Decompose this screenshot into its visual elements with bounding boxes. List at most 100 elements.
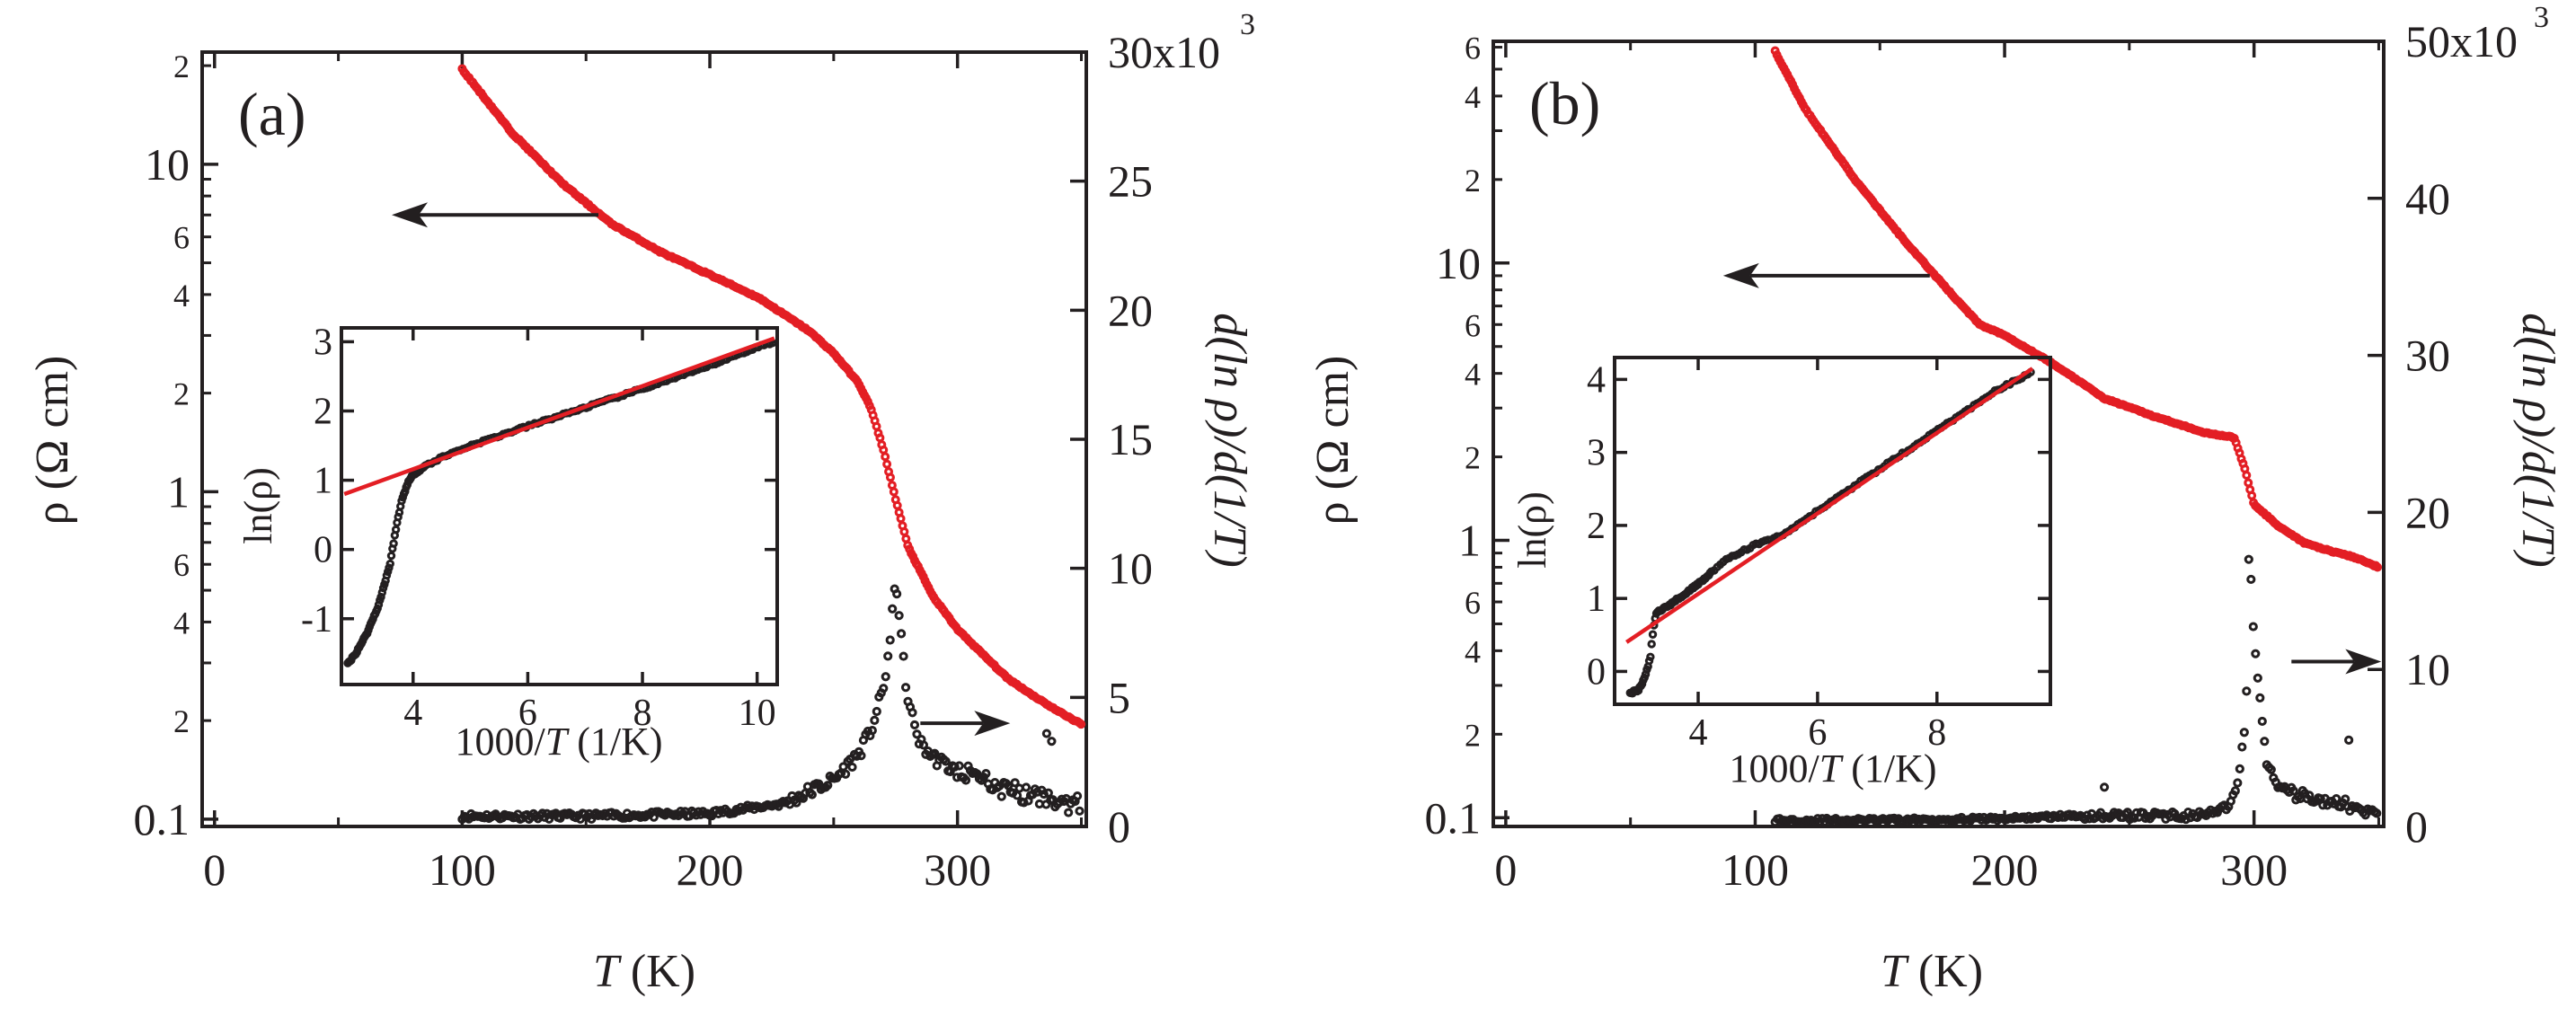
- panel-a-inset-fit: [343, 336, 775, 497]
- panel-b-resistivity-points: [1770, 46, 2383, 572]
- left-axis-arrow-head: [392, 202, 429, 228]
- derivative-point: [1043, 788, 1053, 798]
- right-y-tick-label: 30: [2405, 331, 2450, 381]
- left-y-minor-label: 2: [1465, 440, 1481, 476]
- resistivity-point: [2244, 478, 2253, 488]
- x-tick-label: 100: [429, 844, 496, 895]
- panel-a-inset-frame: [340, 326, 779, 686]
- panel-a-inset-y-axis-title: ln(ρ): [236, 467, 280, 544]
- derivative-point: [954, 761, 964, 771]
- derivative-point: [2230, 786, 2240, 796]
- derivative-point: [2237, 742, 2247, 752]
- inset-x-tick-label: 8: [633, 693, 652, 734]
- right-y-tick-label: 25: [1108, 156, 1153, 207]
- derivative-point: [881, 672, 890, 682]
- derivative-point: [840, 769, 851, 779]
- right-y-tick-label: 30x10: [1108, 27, 1220, 77]
- right-y-tick-label: 0: [2405, 801, 2428, 852]
- derivative-point: [2372, 808, 2382, 818]
- right-y-tick-label: 10: [1108, 543, 1153, 594]
- right-y-tick-label: 20: [2405, 487, 2450, 537]
- panel-b-x-ticks: 0 100 200 300: [1494, 41, 2380, 895]
- right-y-tick-label: 5: [1108, 672, 1130, 722]
- derivative-point: [2253, 673, 2262, 683]
- derivative-point: [1075, 806, 1084, 816]
- left-y-minor-label: 6: [173, 547, 190, 583]
- x-tick-label: 0: [203, 844, 226, 895]
- derivative-point: [792, 798, 801, 808]
- inset-point: [391, 525, 401, 535]
- inset-x-tick-label: 4: [403, 693, 422, 734]
- panel-b-inset-x-ticks: 4 6 8: [1689, 358, 1946, 754]
- panel-a-right-multiplier-exp: 3: [1240, 8, 1255, 41]
- panel-b-x-axis-title: T (K): [1881, 946, 1983, 997]
- derivative-point: [1041, 729, 1051, 738]
- panel-b-inset-x-title-var: T: [1819, 747, 1845, 791]
- inset-x-tick-label: 10: [739, 693, 776, 734]
- derivative-point: [2244, 554, 2253, 564]
- inset-point: [386, 551, 396, 561]
- derivative-point: [1010, 778, 1020, 788]
- left-y-tick-label: 1: [167, 466, 190, 517]
- panel-a-derivative-points: [457, 584, 1084, 825]
- right-y-tick-label: 15: [1108, 414, 1153, 464]
- inset-x-tick-label: 6: [518, 693, 537, 734]
- derivative-point: [2260, 737, 2270, 747]
- inset-y-tick-label: 0: [1587, 651, 1606, 693]
- right-axis-arrow-head: [974, 711, 1011, 737]
- derivative-point: [847, 762, 857, 773]
- derivative-point: [870, 715, 880, 725]
- derivative-point: [892, 589, 902, 599]
- right-y-tick-label: 50x10: [2405, 16, 2518, 66]
- panel-b-right-y-ticks: 0 10 20 30 40 50x10: [2368, 16, 2518, 852]
- resistivity-point: [889, 487, 899, 497]
- right-y-tick-label: 0: [1108, 801, 1130, 852]
- resistivity-point: [885, 473, 895, 482]
- panel-a-inset: 4 6 8 10 -1 0 1 2 3 1000/T (1/K) ln(ρ): [236, 322, 779, 764]
- resistivity-point: [2373, 562, 2383, 572]
- derivative-point: [2332, 793, 2341, 804]
- x-tick-label: 300: [924, 844, 991, 895]
- inset-y-tick-label: 2: [314, 392, 332, 433]
- derivative-point: [2255, 693, 2265, 702]
- left-y-minor-label: 4: [1465, 633, 1481, 669]
- x-tick-label: 200: [1971, 844, 2039, 895]
- inset-x-tick-label: 8: [1927, 712, 1946, 754]
- inset-point: [389, 539, 398, 548]
- left-y-minor-label: 4: [173, 605, 190, 641]
- derivative-point: [867, 726, 877, 736]
- derivative-point: [2257, 716, 2267, 727]
- inset-linear-fit: [1625, 367, 2034, 644]
- panel-b-right-y-axis-title: d(ln ρ)/d(1/T): [2512, 313, 2563, 568]
- panel-a-inset-y-ticks: -1 0 1 2 3: [301, 322, 777, 641]
- derivative-point: [879, 684, 889, 694]
- derivative-point: [2344, 735, 2354, 745]
- panel-a-resistivity-points: [457, 64, 1086, 729]
- derivative-point: [930, 748, 940, 758]
- inset-y-tick-label: 0: [314, 530, 332, 571]
- right-y-tick-label: 40: [2405, 173, 2450, 224]
- inset-y-tick-label: 2: [1587, 506, 1606, 547]
- panel-a-left-y-ticks: 0.1 1 10 2 4 6 2 4 6 2: [134, 49, 218, 844]
- resistivity-point: [1076, 720, 1086, 729]
- panel-b-right-multiplier-exp: 3: [2534, 1, 2549, 34]
- derivative-point: [823, 781, 833, 791]
- panel-a-right-y-axis-title: d(ln ρ)/d(1/T): [1204, 313, 1255, 568]
- right-axis-arrow-head: [2345, 649, 2382, 675]
- resistivity-point: [899, 526, 909, 536]
- left-y-minor-label: 2: [173, 376, 190, 412]
- left-y-minor-label: 2: [173, 49, 190, 84]
- derivative-point: [2239, 728, 2249, 738]
- panel-b-inset-fit: [1625, 367, 2034, 644]
- inset-point: [1647, 640, 1656, 649]
- derivative-point: [1072, 791, 1083, 801]
- inset-y-tick-label: 3: [314, 322, 332, 363]
- inset-y-tick-label: -1: [301, 599, 332, 641]
- panel-b-left-y-axis-title: ρ (Ω cm): [1307, 356, 1359, 526]
- x-tick-label: 0: [1494, 844, 1517, 895]
- panel-a-x-ticks: 0 100 200 300: [203, 52, 1083, 895]
- panel-b-inset-y-ticks: 0 1 2 3 4: [1587, 359, 2050, 693]
- derivative-point: [981, 769, 991, 779]
